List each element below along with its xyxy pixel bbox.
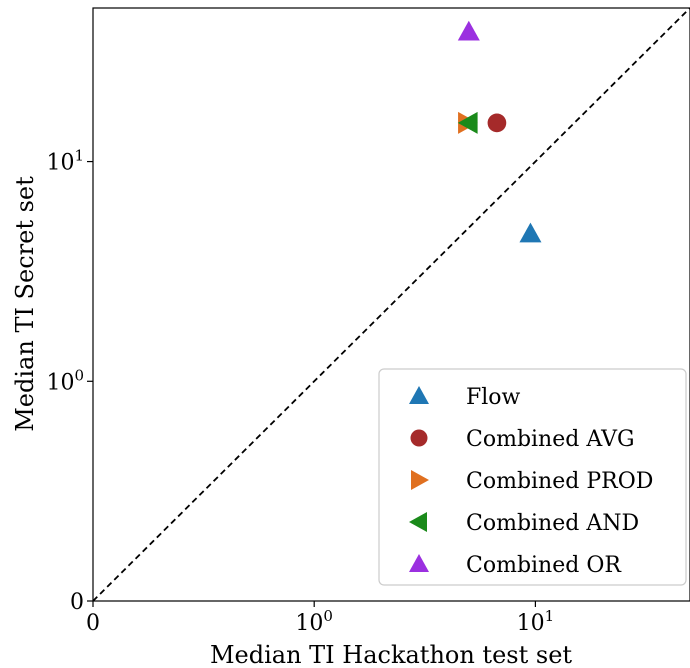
legend-label-flow: Flow bbox=[466, 385, 521, 410]
legend-marker-flow bbox=[409, 386, 429, 404]
legend: Flow Combined AVG Combined PROD Combined AN… bbox=[378, 368, 687, 586]
x-tick-label: 101 bbox=[517, 607, 555, 636]
data-point-combined-or bbox=[457, 20, 480, 41]
data-point-combined-avg bbox=[487, 113, 507, 133]
legend-label-combined-avg: Combined AVG bbox=[466, 427, 635, 452]
x-tick-label: 100 bbox=[295, 607, 333, 636]
legend-marker-combined-prod bbox=[411, 470, 429, 490]
y-tick-label: 0 bbox=[70, 590, 84, 615]
data-point-flow bbox=[519, 222, 542, 243]
x-axis-label: Median TI Hackathon test set bbox=[210, 641, 572, 668]
y-axis-label: Median TI Secret set bbox=[11, 176, 39, 432]
legend-marker-combined-and bbox=[409, 512, 427, 532]
legend-marker-combined-or bbox=[409, 554, 429, 572]
legend-marker-combined-avg bbox=[410, 429, 428, 447]
x-tick-label: 0 bbox=[86, 611, 100, 636]
data-point-combined-and bbox=[457, 111, 478, 134]
y-tick-label: 100 bbox=[46, 366, 84, 395]
legend-label-combined-or: Combined OR bbox=[466, 553, 622, 578]
y-tick-label: 101 bbox=[46, 147, 84, 176]
reference-line-y-equals-x bbox=[92, 7, 690, 602]
legend-label-combined-prod: Combined PROD bbox=[466, 469, 653, 494]
plot-area: 0 100 101 0 100 101 Flow Combined AVG Combined P… bbox=[46, 7, 690, 636]
legend-box bbox=[378, 368, 687, 586]
legend-label-combined-and: Combined AND bbox=[466, 511, 639, 536]
plot-frame bbox=[92, 7, 690, 602]
